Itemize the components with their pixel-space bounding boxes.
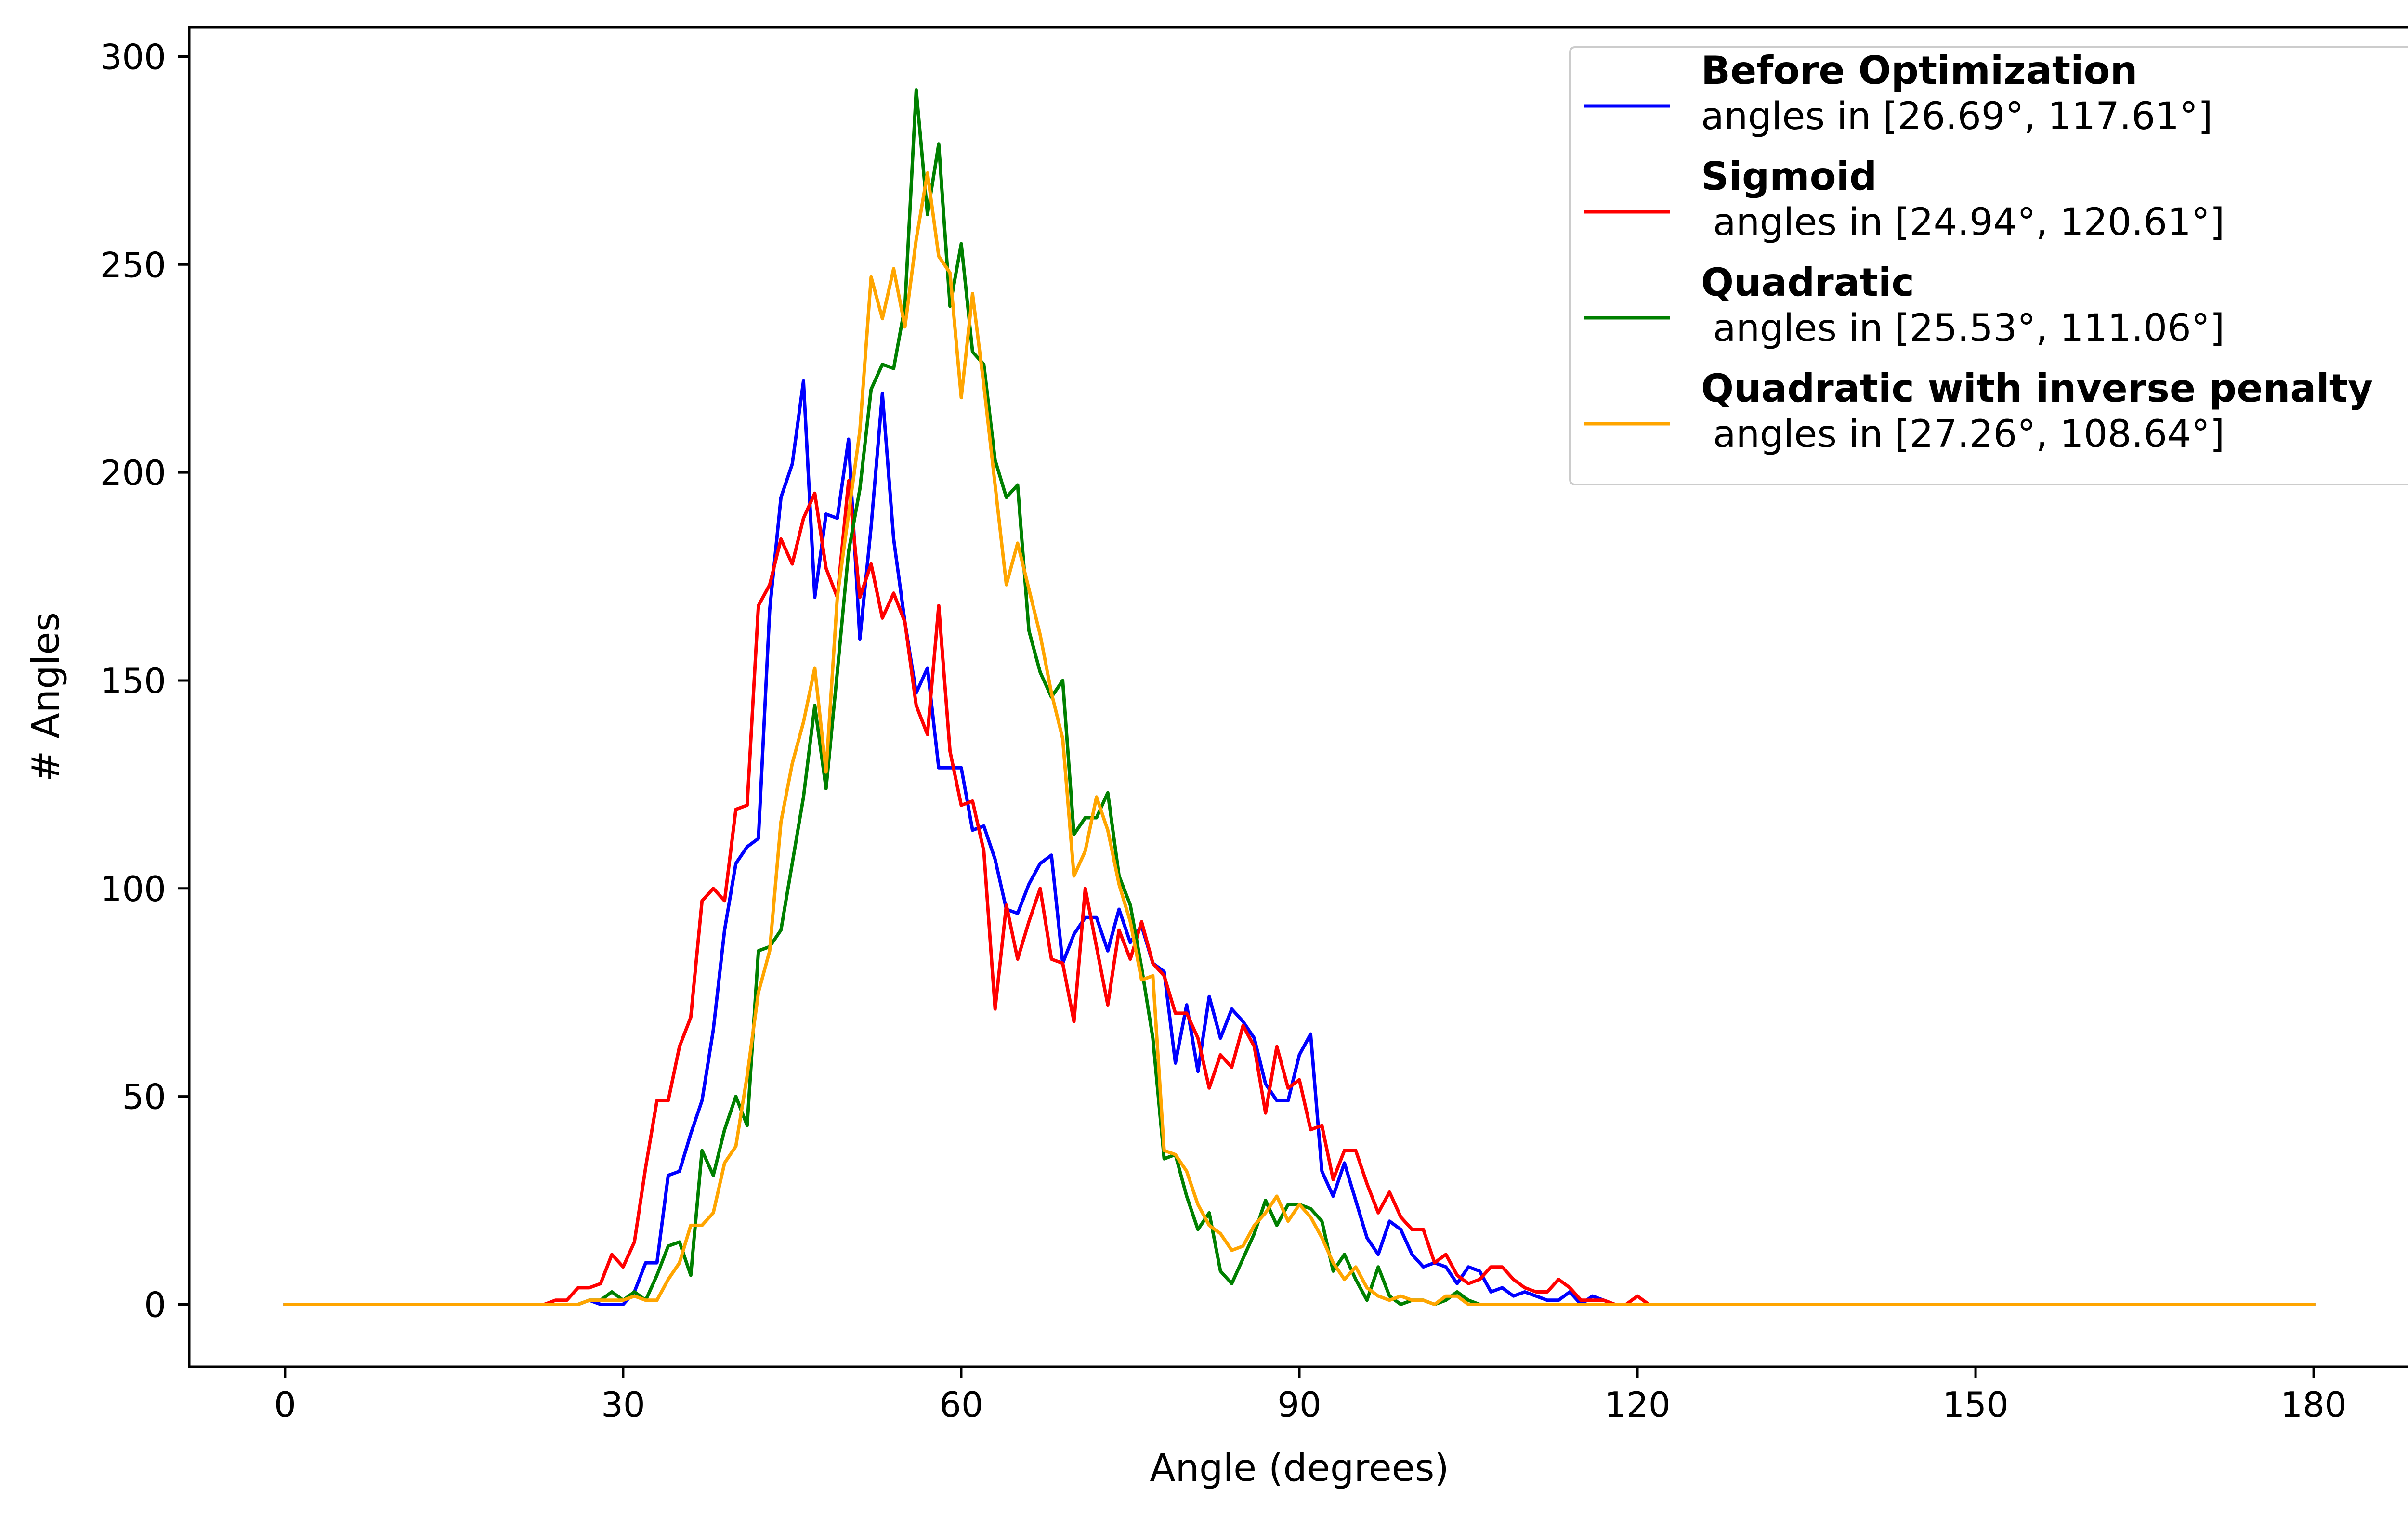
y-tick-label: 100 bbox=[100, 869, 166, 909]
legend-entry-range: angles in [25.53°, 111.06°] bbox=[1701, 307, 2225, 350]
legend-entry-range: angles in [26.69°, 117.61°] bbox=[1701, 95, 2212, 138]
legend-entry-name: Before Optimization bbox=[1701, 48, 2137, 93]
x-tick-label: 120 bbox=[1604, 1385, 1670, 1425]
legend-entry-range: angles in [27.26°, 108.64°] bbox=[1701, 413, 2225, 456]
x-tick-label: 0 bbox=[274, 1385, 296, 1425]
x-tick-label: 30 bbox=[601, 1385, 645, 1425]
legend-box bbox=[1569, 46, 2408, 485]
series-line-2 bbox=[283, 479, 2316, 1306]
series-line-4 bbox=[283, 171, 2316, 1306]
legend-entry-name: Sigmoid bbox=[1701, 154, 1877, 199]
x-tick-label: 180 bbox=[2280, 1385, 2346, 1425]
y-tick-label: 0 bbox=[144, 1284, 166, 1325]
y-tick-label: 150 bbox=[100, 661, 166, 701]
x-axis-label: Angle (degrees) bbox=[1150, 1447, 1449, 1490]
y-tick-label: 200 bbox=[100, 453, 166, 493]
legend-entry-range: angles in [24.94°, 120.61°] bbox=[1701, 201, 2225, 244]
x-tick-label: 150 bbox=[1942, 1385, 2008, 1425]
series-line-1 bbox=[283, 379, 2316, 1306]
y-tick-label: 250 bbox=[100, 245, 166, 285]
x-tick-label: 60 bbox=[939, 1385, 983, 1425]
legend-entry-name: Quadratic with inverse penalty bbox=[1701, 366, 2373, 411]
y-tick-label: 50 bbox=[122, 1077, 166, 1117]
series-lines bbox=[283, 88, 2316, 1306]
y-axis-label: # Angles bbox=[25, 612, 68, 782]
y-tick-label: 300 bbox=[100, 37, 166, 77]
x-tick-label: 90 bbox=[1277, 1385, 1322, 1425]
axis-ticks: 0 30 60 90 120 150 180 0 50 100 150 200 250 300 bbox=[100, 37, 2347, 1425]
legend-entry-name: Quadratic bbox=[1701, 260, 1914, 305]
